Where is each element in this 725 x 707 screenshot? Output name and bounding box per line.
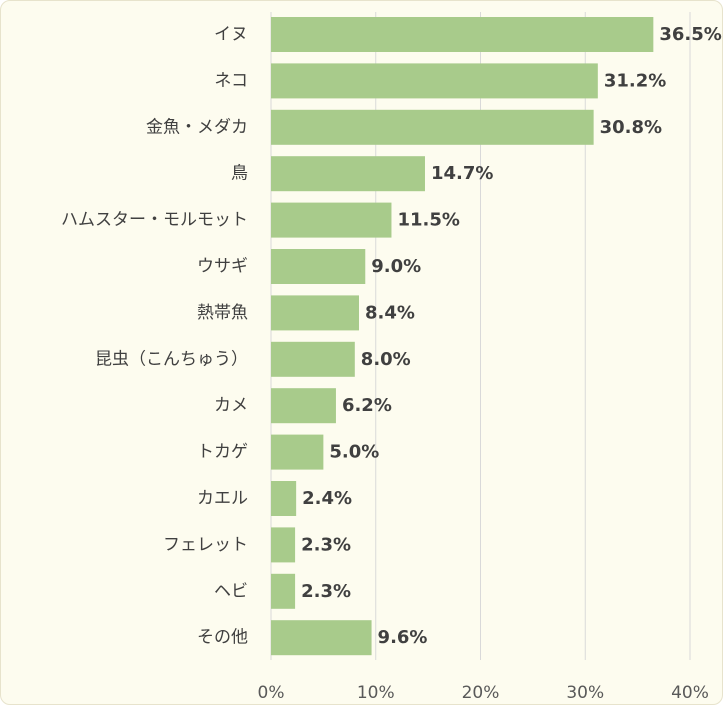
bars [271, 17, 654, 656]
category-label: その他 [197, 628, 248, 648]
category-label: ウサギ [197, 257, 248, 277]
value-label: 30.8% [600, 117, 662, 138]
gridlines [270, 12, 691, 660]
bar [271, 527, 296, 563]
value-label: 9.0% [371, 256, 421, 277]
bar [271, 63, 598, 99]
bar [271, 109, 594, 145]
value-labels: 36.5% 31.2% 30.8% 14.7% 11.5% 9.0% 8.4% 8.0% 6.2… [301, 24, 722, 648]
value-label: 2.4% [302, 488, 352, 509]
value-label: 36.5% [659, 24, 721, 45]
value-label: 6.2% [342, 395, 392, 416]
bar [271, 156, 425, 192]
value-label: 14.7% [431, 163, 493, 184]
bar [271, 434, 324, 470]
x-tick-label: 40% [671, 683, 709, 703]
category-label: 熱帯魚 [197, 303, 248, 323]
bar [271, 341, 355, 377]
category-label: 昆虫（こんちゅう） [95, 349, 248, 369]
x-axis-ticks: 0% 10% 20% 30% 40% [258, 683, 709, 703]
value-label: 11.5% [397, 210, 459, 231]
value-label: 31.2% [604, 70, 666, 91]
category-label: カメ [214, 396, 248, 416]
x-tick-label: 30% [566, 683, 604, 703]
category-label: ヘビ [214, 581, 248, 601]
x-tick-label: 0% [258, 683, 285, 703]
value-label: 9.6% [378, 627, 428, 648]
value-label: 5.0% [329, 442, 379, 463]
category-label: ハムスター・モルモット [61, 210, 248, 230]
value-label: 8.0% [361, 349, 411, 370]
bar [271, 17, 654, 52]
bar [271, 249, 366, 284]
value-label: 2.3% [301, 581, 351, 602]
category-label: カエル [197, 489, 248, 509]
x-tick-label: 10% [357, 683, 395, 703]
x-tick-label: 20% [462, 683, 500, 703]
value-label: 8.4% [365, 302, 415, 323]
bar [271, 573, 296, 609]
category-label: 金魚・メダカ [146, 117, 248, 137]
bar [271, 481, 297, 516]
bar [271, 202, 392, 238]
bar [271, 388, 336, 424]
value-label: 2.3% [301, 534, 351, 555]
category-label: イヌ [214, 25, 248, 45]
category-label: ネコ [214, 71, 248, 91]
category-label: トカゲ [197, 442, 248, 462]
category-label: フェレット [163, 535, 248, 555]
bar [271, 620, 372, 656]
category-label: 鳥 [231, 164, 248, 184]
bar [271, 295, 359, 331]
